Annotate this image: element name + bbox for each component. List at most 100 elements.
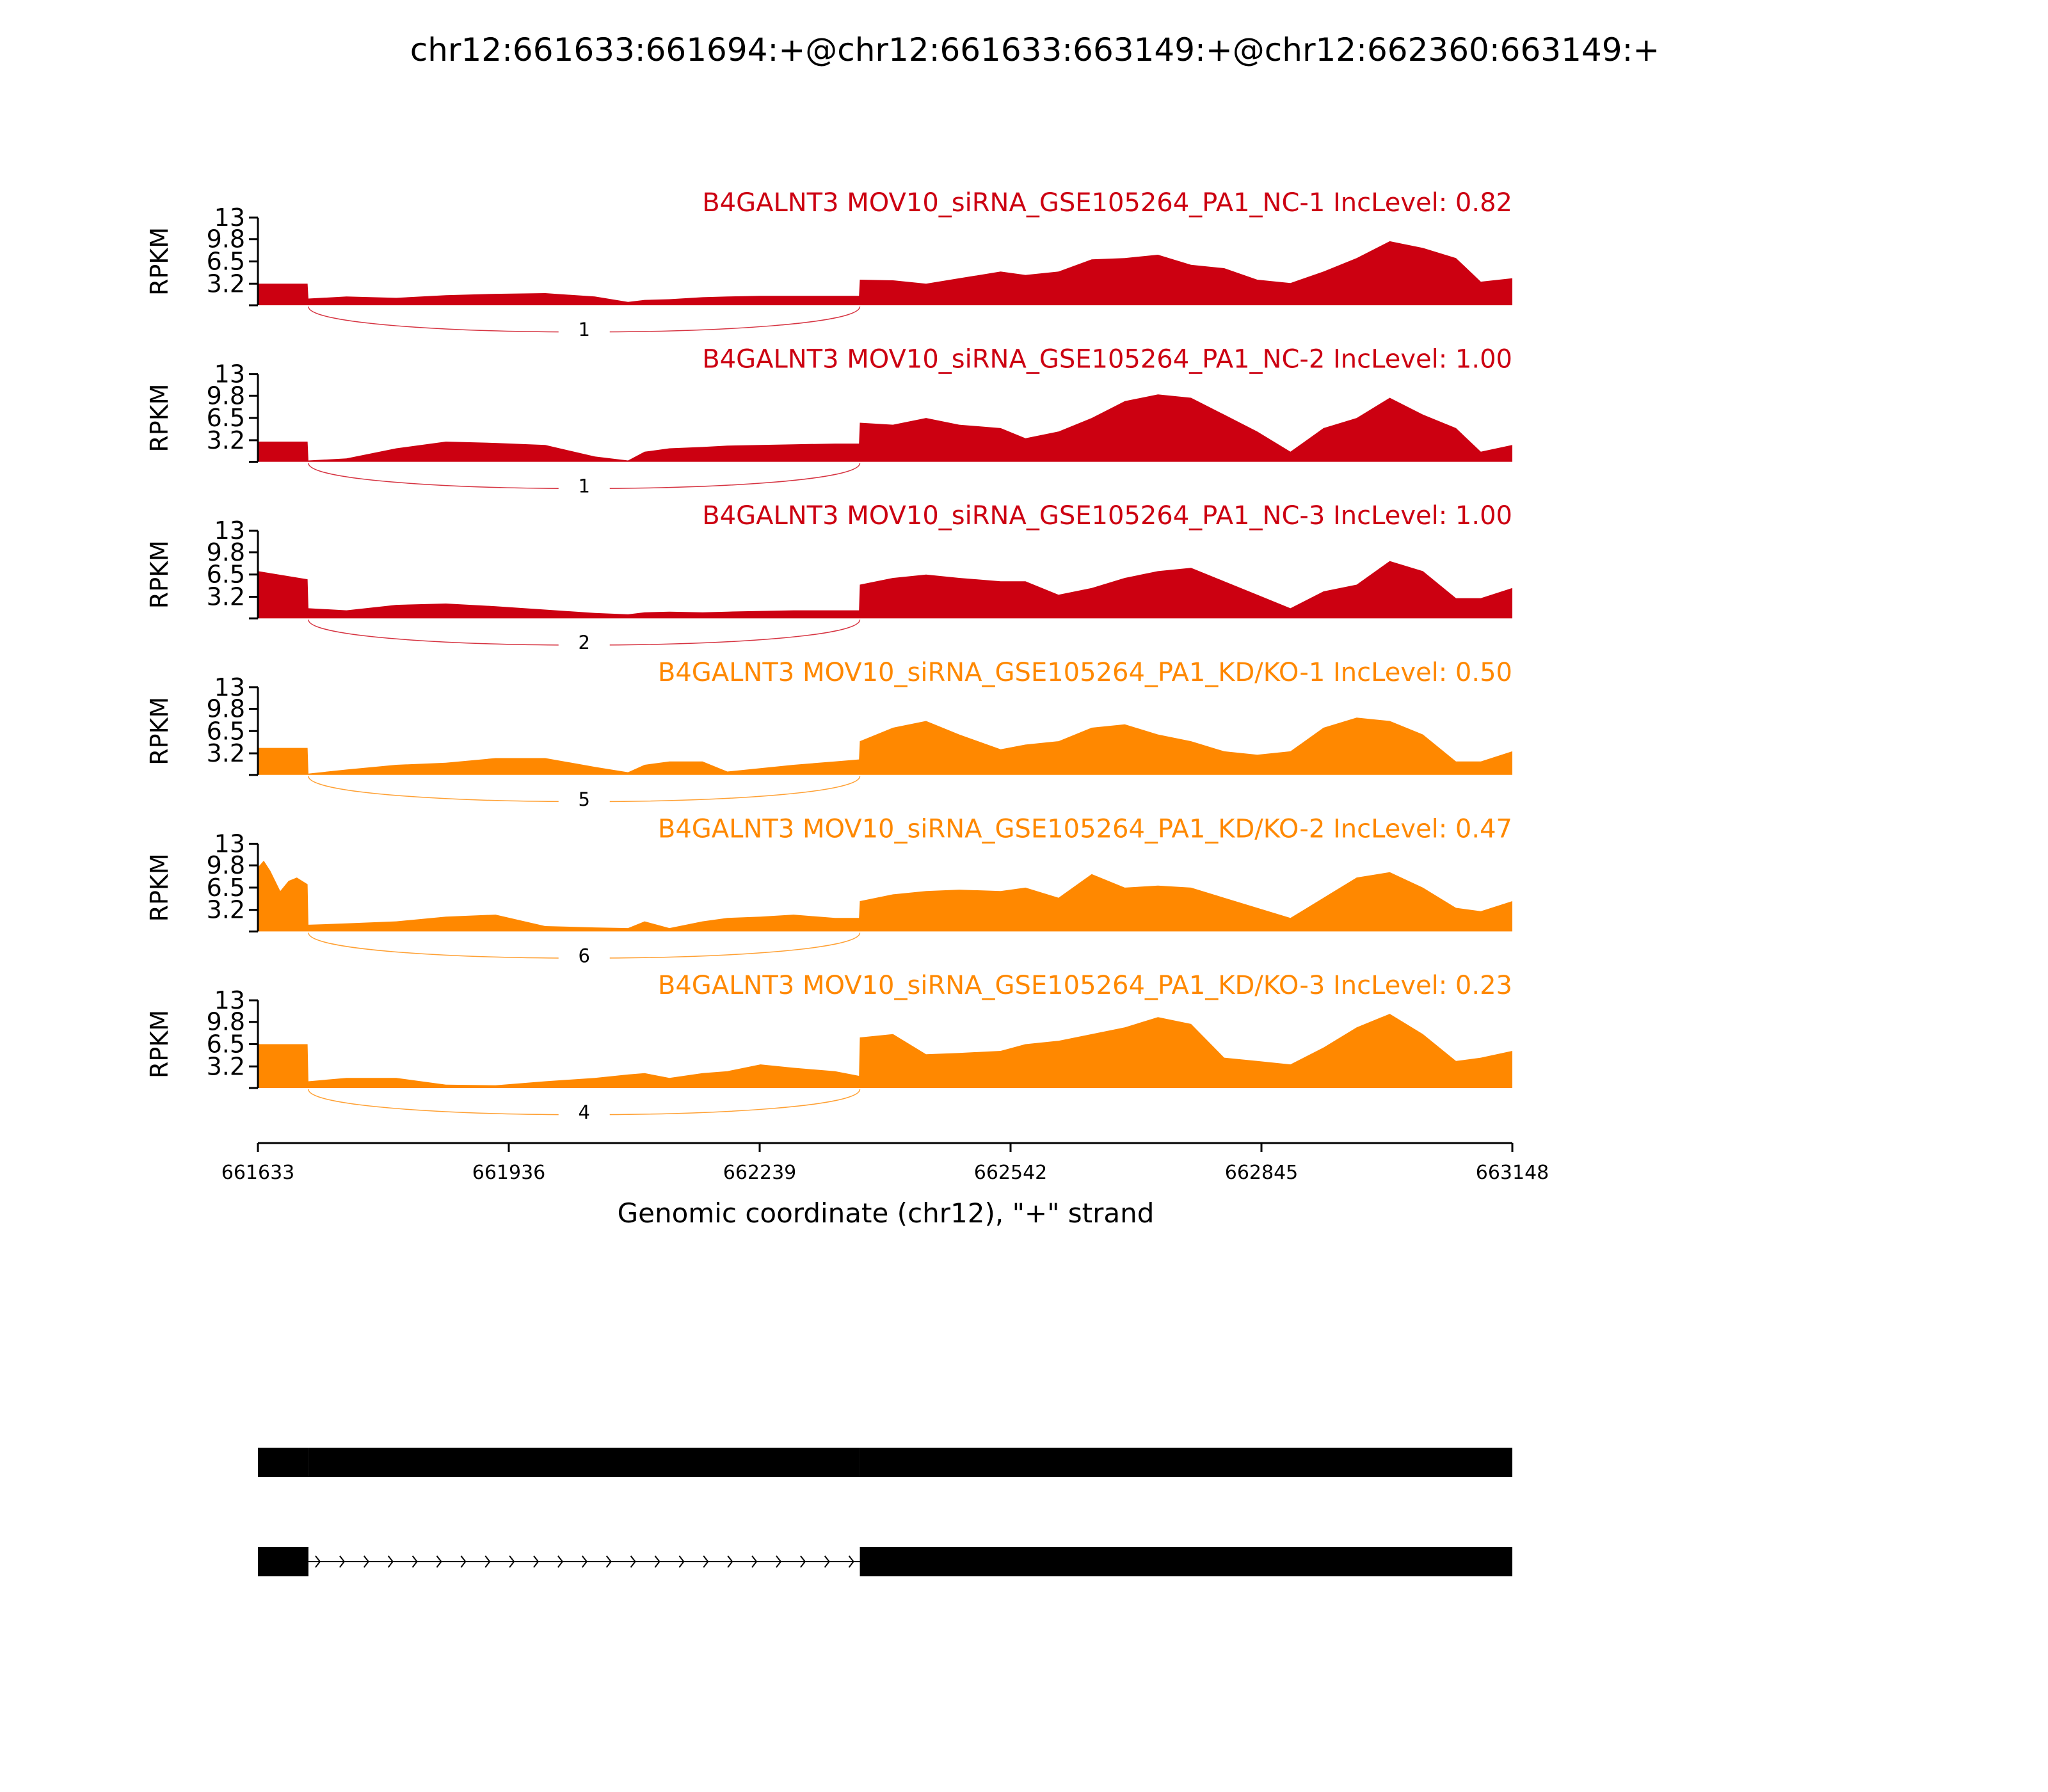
track-label: B4GALNT3 MOV10_siRNA_GSE105264_PA1_KD/KO… — [658, 658, 1512, 687]
junction-label-background — [558, 632, 610, 653]
x-tick-label: 661633 — [221, 1162, 295, 1184]
y-tick-label: 6.5 — [207, 874, 245, 902]
figure-title: chr12:661633:661694:+@chr12:661633:66314… — [410, 31, 1660, 68]
track-4: 3.26.59.813 RPKM B4GALNT3 MOV10_siRNA_GSE1… — [145, 658, 1512, 810]
gene-model-long-isoform — [258, 1448, 1512, 1477]
y-tick-label: 13 — [214, 516, 245, 545]
x-axis-label: Genomic coordinate (chr12), "+" strand — [618, 1197, 1155, 1229]
exon-block — [308, 1448, 860, 1477]
y-tick-label: 9.8 — [207, 225, 245, 253]
y-tick-label: 13 — [214, 986, 245, 1014]
strand-arrow — [436, 1555, 442, 1568]
junction-label-background — [558, 1102, 610, 1123]
strand-arrow — [630, 1555, 636, 1568]
exon-block — [258, 1448, 308, 1477]
y-tick-label: 3.2 — [207, 269, 245, 298]
y-axis-label: RPKM — [145, 853, 173, 922]
gene-model-spliced-isoform — [258, 1547, 1512, 1576]
strand-arrow — [751, 1555, 758, 1568]
junction-label-background — [558, 476, 610, 497]
junction-label-background — [558, 319, 610, 340]
strand-arrow — [678, 1555, 685, 1568]
track-label: B4GALNT3 MOV10_siRNA_GSE105264_PA1_KD/KO… — [658, 814, 1512, 844]
y-tick-label: 3.2 — [207, 426, 245, 454]
y-axis-label: RPKM — [145, 384, 173, 452]
y-tick-label: 13 — [214, 204, 245, 232]
junction-count: 4 — [579, 1101, 590, 1123]
y-tick-label: 6.5 — [207, 561, 245, 589]
strand-arrow — [557, 1555, 564, 1568]
junction-count: 5 — [579, 788, 590, 810]
strand-arrow — [339, 1555, 346, 1568]
y-tick-label: 13 — [214, 673, 245, 701]
y-axis-label: RPKM — [145, 227, 173, 296]
y-tick-label: 6.5 — [207, 404, 245, 432]
strand-arrow — [387, 1555, 394, 1568]
strand-arrow — [654, 1555, 660, 1568]
gene-models — [258, 1448, 1512, 1576]
junction-count: 6 — [579, 945, 590, 966]
track-6: 3.26.59.813 RPKM B4GALNT3 MOV10_siRNA_GSE1… — [145, 971, 1512, 1123]
x-tick-label: 662239 — [723, 1162, 797, 1184]
y-tick-label: 6.5 — [207, 1030, 245, 1059]
exon-block — [860, 1547, 1512, 1576]
y-tick-label: 9.8 — [207, 538, 245, 566]
y-tick-label: 3.2 — [207, 1052, 245, 1080]
strand-arrow — [824, 1555, 830, 1568]
y-tick-label: 3.2 — [207, 582, 245, 611]
junction-label-background — [558, 788, 610, 810]
track-2: 3.26.59.813 RPKM B4GALNT3 MOV10_siRNA_GSE1… — [145, 345, 1512, 497]
track-label: B4GALNT3 MOV10_siRNA_GSE105264_PA1_NC-3 … — [702, 501, 1512, 531]
strand-arrow — [848, 1555, 854, 1568]
strand-arrow — [703, 1555, 709, 1568]
y-axis-label: RPKM — [145, 1010, 173, 1078]
coverage-area — [258, 241, 1512, 305]
strand-arrow — [460, 1555, 467, 1568]
coverage-area — [258, 860, 1512, 932]
x-tick-label: 663148 — [1476, 1162, 1549, 1184]
y-tick-label: 13 — [214, 360, 245, 388]
strand-arrow — [509, 1555, 515, 1568]
track-label: B4GALNT3 MOV10_siRNA_GSE105264_PA1_NC-2 … — [702, 345, 1512, 374]
y-tick-label: 13 — [214, 829, 245, 858]
track-label: B4GALNT3 MOV10_siRNA_GSE105264_PA1_NC-1 … — [702, 188, 1512, 218]
coverage-area — [258, 717, 1512, 775]
y-tick-label: 9.8 — [207, 851, 245, 879]
strand-arrow — [800, 1555, 806, 1568]
x-tick-label: 661936 — [472, 1162, 546, 1184]
track-1: 3.26.59.813 RPKM B4GALNT3 MOV10_siRNA_GSE1… — [145, 188, 1512, 340]
track-label: B4GALNT3 MOV10_siRNA_GSE105264_PA1_KD/KO… — [658, 971, 1512, 1000]
coverage-area — [258, 1014, 1512, 1088]
track-5: 3.26.59.813 RPKM B4GALNT3 MOV10_siRNA_GSE1… — [145, 814, 1512, 966]
track-3: 3.26.59.813 RPKM B4GALNT3 MOV10_siRNA_GSE1… — [145, 501, 1512, 653]
x-axis: 661633 661936 662239 662542 662845 663148 — [221, 1142, 1549, 1184]
junction-label-background — [558, 945, 610, 966]
y-tick-label: 9.8 — [207, 1008, 245, 1036]
y-tick-label: 9.8 — [207, 381, 245, 410]
strand-arrow — [484, 1555, 491, 1568]
strand-arrow — [776, 1555, 782, 1568]
exon-block — [860, 1448, 1512, 1477]
y-axis-label: RPKM — [145, 697, 173, 765]
strand-arrow — [727, 1555, 733, 1568]
y-tick-label: 6.5 — [207, 248, 245, 276]
strand-arrow — [315, 1555, 321, 1568]
junction-count: 1 — [579, 319, 590, 340]
y-tick-label: 6.5 — [207, 717, 245, 745]
strand-arrow — [363, 1555, 369, 1568]
strand-arrow — [533, 1555, 540, 1568]
strand-arrow — [605, 1555, 612, 1568]
y-tick-label: 9.8 — [207, 695, 245, 723]
y-tick-label: 3.2 — [207, 739, 245, 767]
coverage-area — [258, 394, 1512, 462]
junction-count: 1 — [579, 476, 590, 497]
exon-block — [258, 1547, 308, 1576]
y-axis-label: RPKM — [145, 540, 173, 609]
junction-count: 2 — [579, 632, 590, 653]
strand-arrow — [581, 1555, 588, 1568]
y-tick-label: 3.2 — [207, 896, 245, 924]
x-tick-label: 662542 — [974, 1162, 1048, 1184]
strand-arrow — [412, 1555, 418, 1568]
